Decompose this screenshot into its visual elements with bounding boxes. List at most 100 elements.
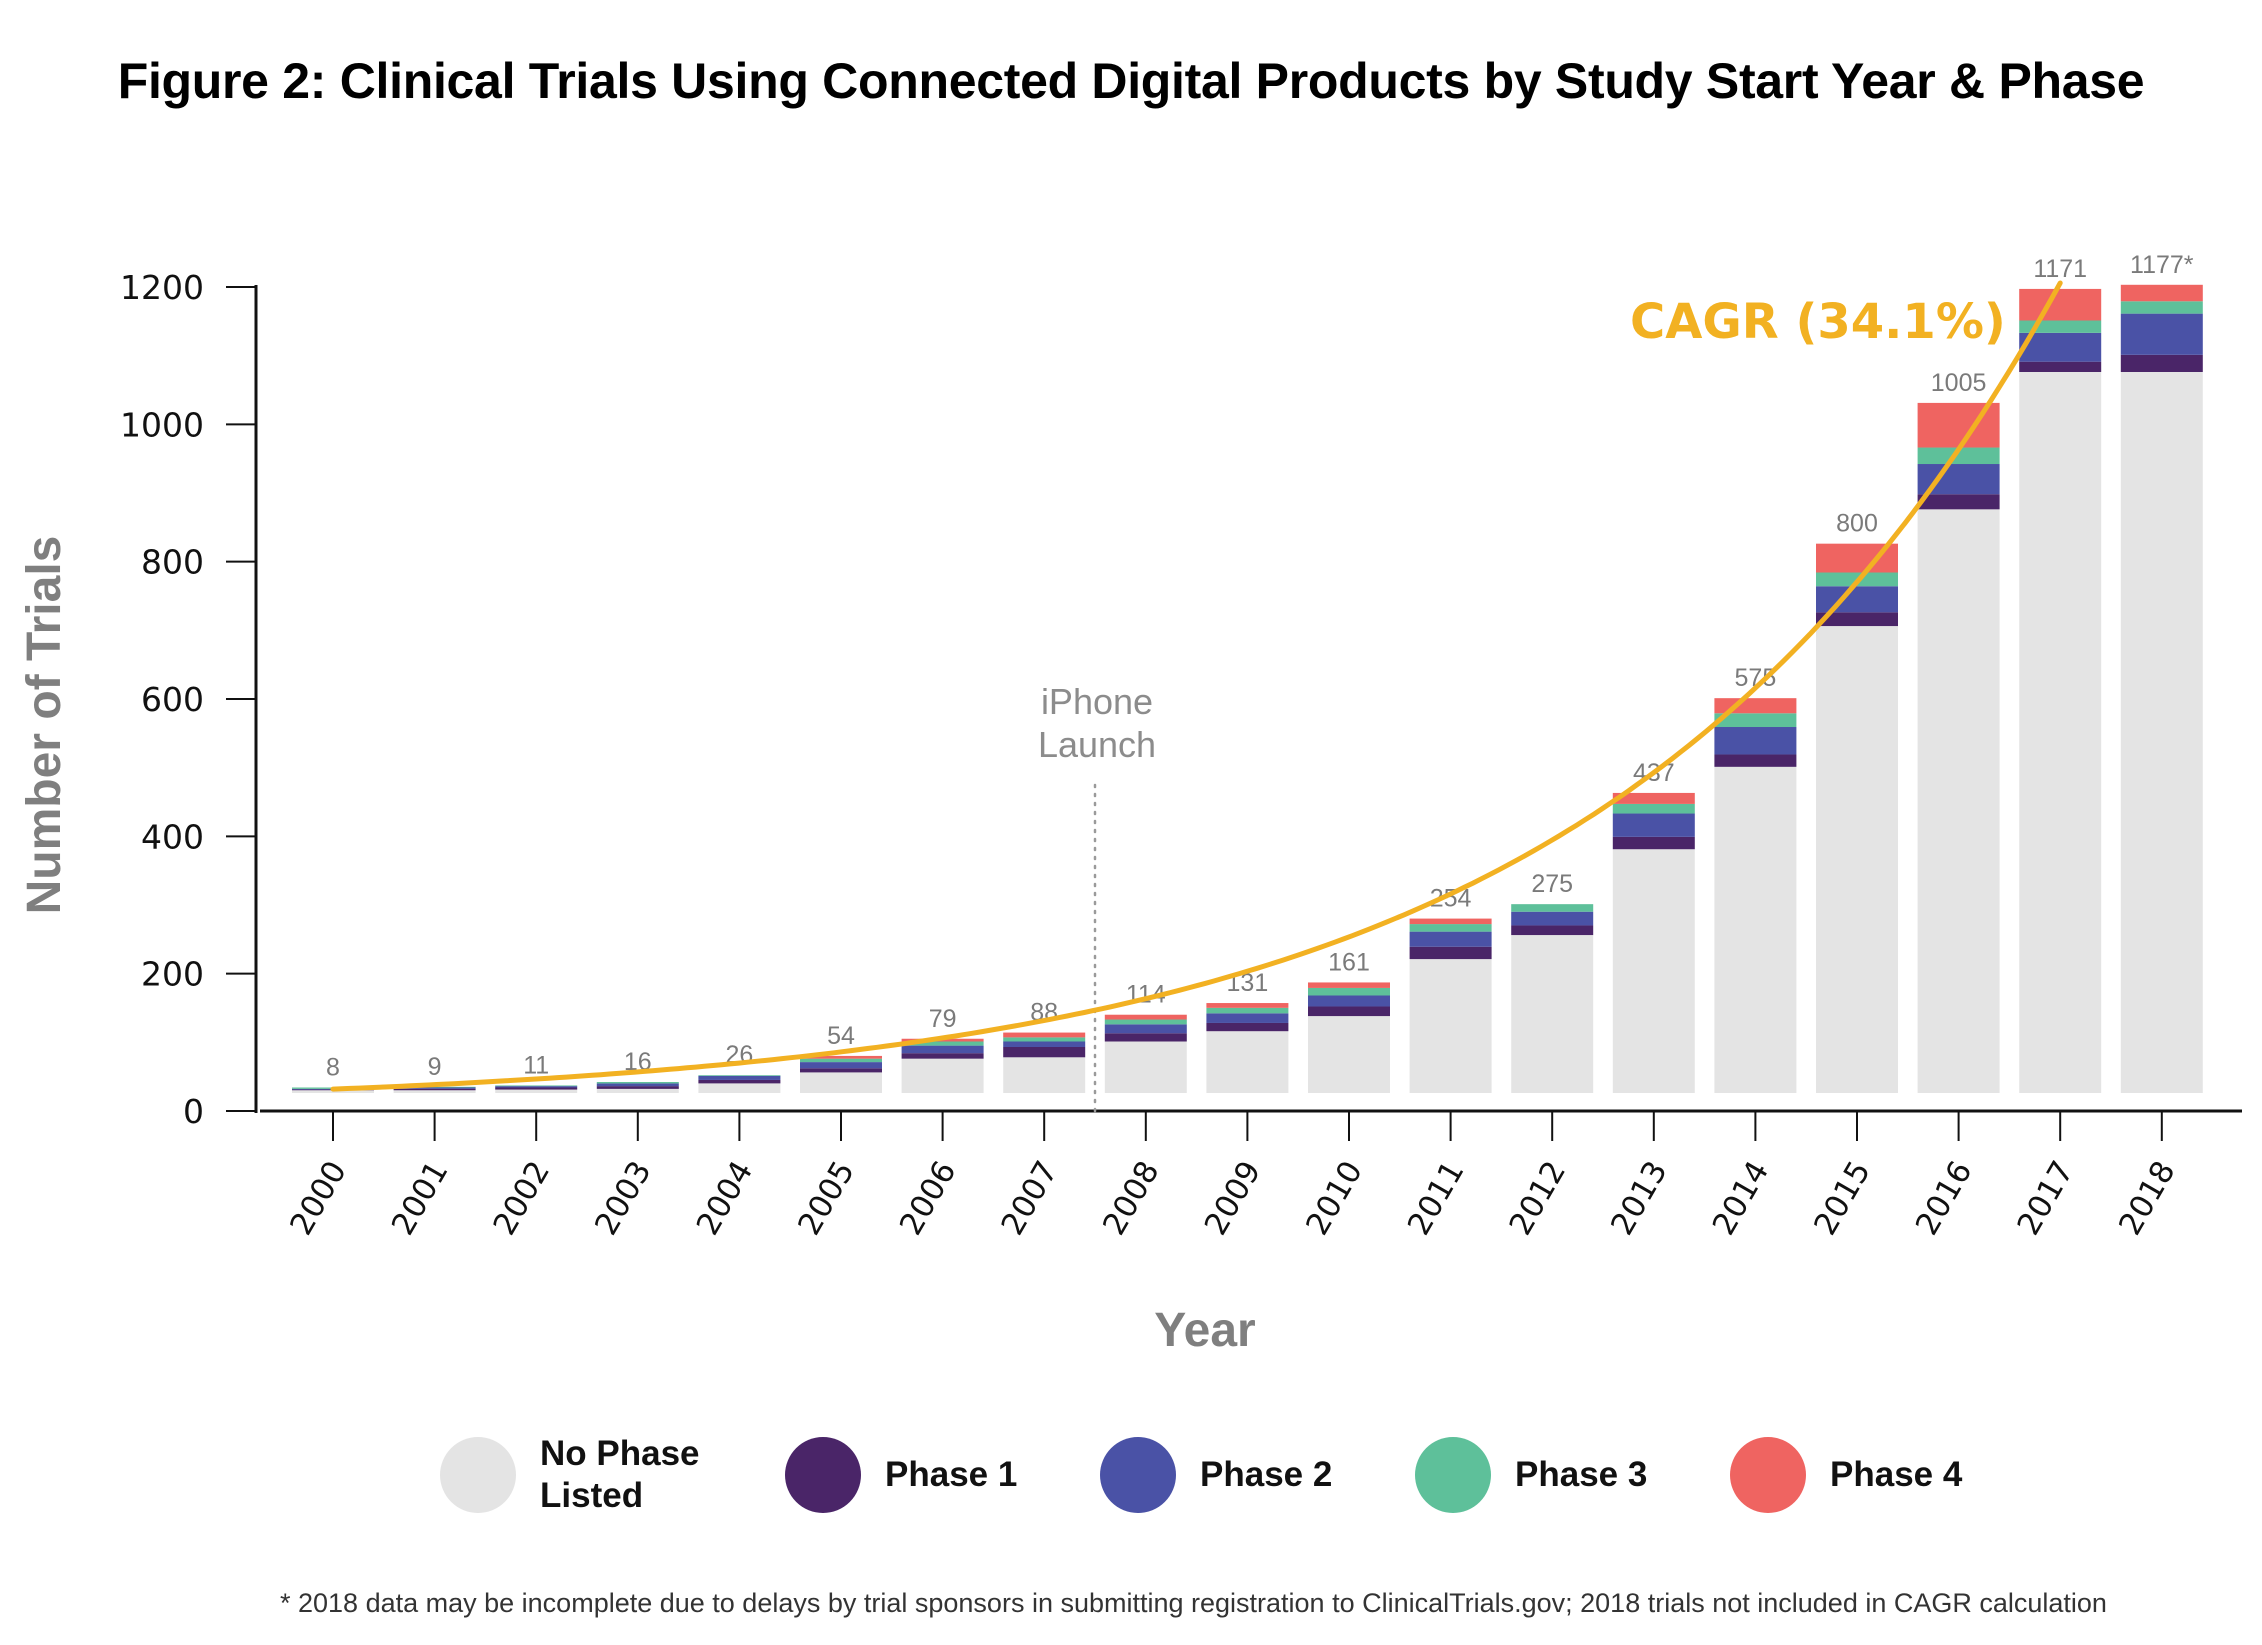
- legend-swatch-icon: [1100, 1437, 1176, 1513]
- bar-segment-no-phase-listed: [1003, 1057, 1086, 1093]
- bar-segment-no-phase-listed: [1816, 626, 1898, 1093]
- bar-segment-no-phase-listed: [1511, 935, 1594, 1093]
- bar-segment-phase-1: [495, 1087, 578, 1090]
- x-tick-label: 2015: [1807, 1155, 1878, 1241]
- y-axis-title: Number of Trials: [18, 536, 71, 915]
- bar-segment-phase-1: [901, 1053, 984, 1059]
- bar-segment-phase-1: [1206, 1022, 1289, 1032]
- bar-stack-2013: [1612, 792, 1695, 1093]
- bar-segment-no-phase-listed: [1612, 849, 1695, 1093]
- bar-segment-phase-4: [2120, 284, 2203, 302]
- bar-stack-2001: [393, 1086, 476, 1093]
- y-tick-label: 800: [141, 543, 204, 582]
- bar-stack-2003: [596, 1082, 679, 1093]
- x-tick-label: 2010: [1299, 1155, 1370, 1241]
- total-label: 275: [1531, 870, 1573, 898]
- x-tick-label: 2007: [994, 1155, 1065, 1241]
- cagr-label: CAGR (34.1%): [1630, 294, 2006, 350]
- bar-segment-no-phase-listed: [495, 1089, 578, 1093]
- bar-stack-2009: [1206, 1003, 1289, 1093]
- total-label: 1171: [2033, 255, 2087, 283]
- bar-segment-no-phase-listed: [596, 1088, 679, 1093]
- bar-segment-phase-3: [393, 1086, 476, 1088]
- bar-segment-phase-2: [800, 1062, 882, 1069]
- bar-segment-phase-2: [2019, 332, 2102, 362]
- bar-segment-phase-4: [1003, 1032, 1086, 1038]
- bar-segment-phase-3: [901, 1041, 984, 1046]
- bar-segment-phase-1: [1917, 494, 2000, 510]
- y-tick-label: 400: [141, 817, 204, 856]
- x-tick-label: 2002: [486, 1155, 557, 1241]
- bar-segment-phase-2: [698, 1075, 781, 1080]
- bar-segment-phase-1: [1511, 925, 1594, 936]
- x-tick-label: 2013: [1604, 1155, 1675, 1241]
- bar-segment-no-phase-listed: [1714, 766, 1797, 1093]
- bar-segment-phase-4: [800, 1055, 882, 1059]
- legend-item-phase-3: Phase 3: [1415, 1435, 1647, 1515]
- bar-segment-no-phase-listed: [1308, 1016, 1390, 1093]
- bar-segment-phase-3: [1104, 1019, 1187, 1025]
- bar-segment-phase-1: [2120, 354, 2203, 372]
- bar-segment-phase-4: [1409, 918, 1492, 925]
- total-label: 1177*: [2130, 251, 2194, 279]
- bar-segment-phase-3: [800, 1058, 882, 1063]
- bar-segment-no-phase-listed: [2120, 372, 2203, 1093]
- bar-stack-2005: [800, 1055, 882, 1093]
- cagr-curve: [330, 280, 2063, 1092]
- legend-item-no-phase-listed: No Phase Listed: [440, 1434, 700, 1515]
- bar-segment-phase-3: [1003, 1037, 1086, 1042]
- bar-segment-phase-2: [1816, 586, 1898, 613]
- bar-segment-phase-3: [1511, 904, 1594, 912]
- bar-segment-phase-3: [2120, 301, 2203, 314]
- bar-segment-phase-2: [1104, 1024, 1187, 1034]
- x-tick-label: 2008: [1096, 1155, 1167, 1241]
- bars: [292, 284, 2203, 1093]
- bar-segment-no-phase-listed: [292, 1090, 374, 1093]
- bar-segment-phase-3: [1917, 447, 2000, 465]
- y-axis: 0 200 400 600 800 1000 1200: [120, 268, 258, 1131]
- total-label: 11: [523, 1051, 549, 1079]
- bar-stack-2012: [1511, 904, 1594, 1093]
- bar-stack-2002: [495, 1085, 578, 1093]
- bar-segment-phase-1: [2019, 361, 2102, 372]
- bar-segment-phase-2: [1206, 1013, 1289, 1023]
- cagr-trend-line: [330, 280, 2063, 1092]
- x-tick-label: 2016: [1909, 1155, 1980, 1241]
- bar-segment-phase-2: [1612, 813, 1695, 837]
- bar-stack-2014: [1714, 698, 1797, 1093]
- x-tick-label: 2011: [1401, 1155, 1472, 1241]
- bar-segment-phase-1: [1308, 1006, 1390, 1017]
- bar-segment-phase-1: [1816, 612, 1898, 627]
- bar-segment-phase-1: [1003, 1046, 1086, 1058]
- x-tick-label: 2005: [791, 1155, 862, 1241]
- x-tick-label: 2000: [283, 1155, 354, 1241]
- total-label: 800: [1836, 510, 1878, 538]
- bar-segment-phase-1: [1612, 836, 1695, 850]
- legend: No Phase Listed Phase 1 Phase 2 Phase 3 Phas…: [440, 1434, 2040, 1525]
- bar-stack-2015: [1816, 543, 1898, 1093]
- x-tick-label: 2018: [2112, 1155, 2183, 1241]
- total-label: 1005: [1931, 369, 1987, 397]
- bar-segment-phase-2: [1511, 911, 1594, 926]
- iphone-launch-label: iPhone: [1041, 681, 1153, 722]
- x-tick-label: 2017: [2010, 1155, 2081, 1241]
- iphone-launch-label: Launch: [1038, 724, 1156, 765]
- bar-segment-phase-1: [698, 1079, 781, 1084]
- bar-segment-phase-2: [1714, 727, 1797, 755]
- bar-segment-no-phase-listed: [698, 1083, 781, 1093]
- total-label: 161: [1328, 948, 1370, 976]
- legend-swatch-icon: [1415, 1437, 1491, 1513]
- total-label: 54: [827, 1022, 855, 1050]
- x-axis-title: Year: [1154, 1304, 1255, 1357]
- bar-segment-phase-3: [1206, 1007, 1289, 1014]
- chart-title: Figure 2: Clinical Trials Using Connecte…: [117, 53, 2145, 109]
- bar-segment-phase-2: [393, 1087, 476, 1089]
- footnote: * 2018 data may be incomplete due to del…: [280, 1588, 2107, 1618]
- bar-segment-phase-3: [1612, 803, 1695, 814]
- legend-label: Phase 1: [885, 1455, 1018, 1494]
- bar-segment-phase-2: [1003, 1041, 1086, 1047]
- y-tick-label: 600: [141, 680, 204, 719]
- bar-segment-phase-1: [1714, 754, 1797, 767]
